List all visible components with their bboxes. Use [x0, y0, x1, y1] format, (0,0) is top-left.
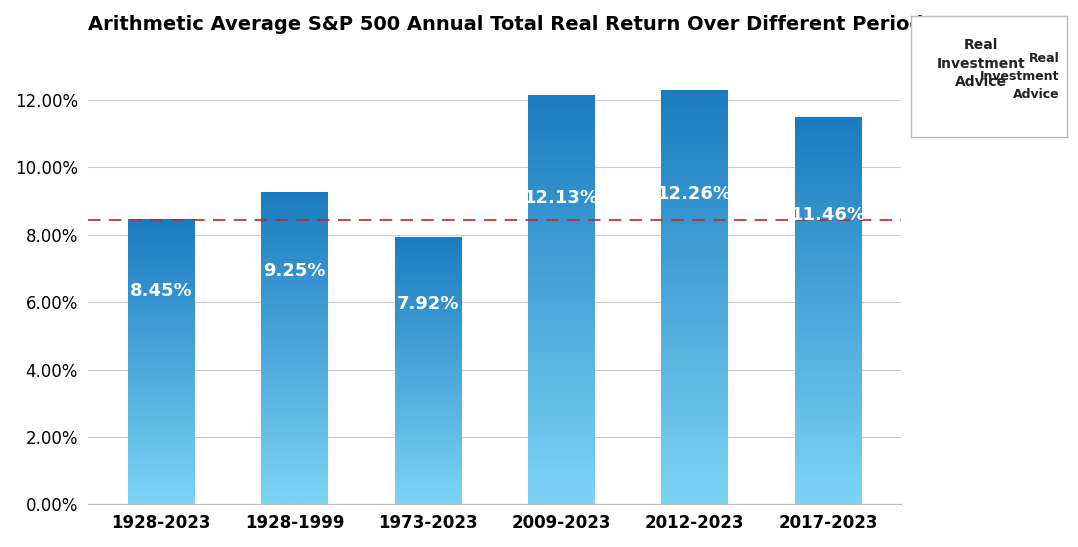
Text: 7.92%: 7.92%: [397, 295, 459, 313]
Text: 9.25%: 9.25%: [263, 261, 326, 280]
Text: 8.45%: 8.45%: [129, 282, 193, 300]
Text: 12.13%: 12.13%: [524, 189, 598, 207]
Text: Real
Investment
Advice: Real Investment Advice: [980, 52, 1060, 101]
Text: 12.26%: 12.26%: [658, 185, 732, 203]
Text: Arithmetic Average S&P 500 Annual Total Real Return Over Different Periods: Arithmetic Average S&P 500 Annual Total …: [87, 15, 935, 34]
Text: 11.46%: 11.46%: [790, 206, 866, 224]
Text: Real
Investment
Advice: Real Investment Advice: [937, 38, 1025, 89]
